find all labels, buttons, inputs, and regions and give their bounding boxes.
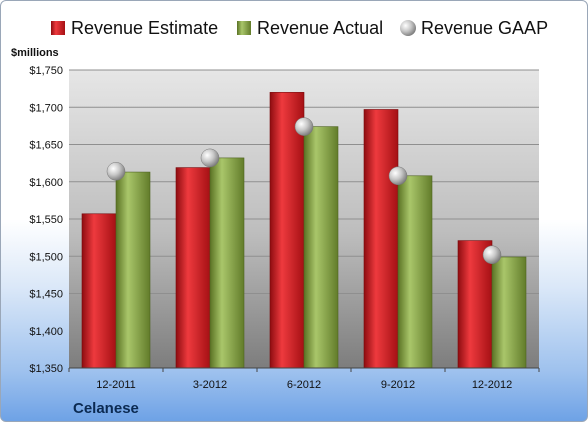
bar-revenue-actual [303,126,339,369]
y-tick-label: $1,450 [29,289,63,301]
x-tick-label: 12-2012 [472,379,512,391]
y-tick-label: $1,400 [29,326,63,338]
y-unit-label: $millions [11,47,59,59]
y-tick-label: $1,500 [29,251,63,263]
x-tick-label: 3-2012 [193,379,227,391]
marker-revenue-gaap [294,117,314,136]
marker-revenue-gaap [200,148,220,168]
x-tick-label: 6-2012 [287,379,321,391]
x-tick-label: 9-2012 [381,379,415,391]
y-tick-label: $1,350 [29,363,63,375]
bar-revenue-actual [491,256,527,369]
y-tick-label: $1,700 [29,102,63,114]
bar-revenue-actual [115,171,151,369]
legend-swatch-gaap [400,20,416,36]
bar-revenue-estimate [269,92,305,369]
legend: Revenue Estimate Revenue Actual Revenue … [51,18,548,38]
marker-revenue-gaap [482,245,502,265]
company-name: Celanese [73,400,139,417]
y-tick-label: $1,550 [29,214,63,226]
legend-label-gaap: Revenue GAAP [421,18,548,38]
bars [81,92,527,369]
legend-swatch-estimate [51,21,65,35]
legend-item-gaap: Revenue GAAP [400,18,548,38]
bar-revenue-estimate [363,109,399,369]
bar-revenue-estimate [457,240,493,369]
y-tick-label: $1,650 [29,140,63,152]
x-axis-ticks: 12-2011 3-2012 6-2012 9-2012 12-2012 [68,368,540,391]
gaap-markers [106,117,502,265]
legend-item-estimate: Revenue Estimate [51,18,218,38]
bar-revenue-actual [397,175,433,369]
bar-revenue-actual [209,157,245,369]
y-tick-label: $1,600 [29,177,63,189]
bar-revenue-estimate [175,167,211,369]
legend-label-actual: Revenue Actual [257,18,383,38]
bar-revenue-estimate [81,213,117,369]
legend-swatch-actual [237,21,251,35]
legend-item-actual: Revenue Actual [237,18,383,38]
y-tick-label: $1,750 [29,65,63,77]
marker-revenue-gaap [388,166,408,186]
x-tick-label: 12-2011 [96,379,136,391]
marker-revenue-gaap [106,162,126,181]
legend-label-estimate: Revenue Estimate [71,18,218,38]
y-axis-ticks: $1,350 $1,400 $1,450 $1,500 $1,550 $1,600 $1,6… [29,65,63,375]
